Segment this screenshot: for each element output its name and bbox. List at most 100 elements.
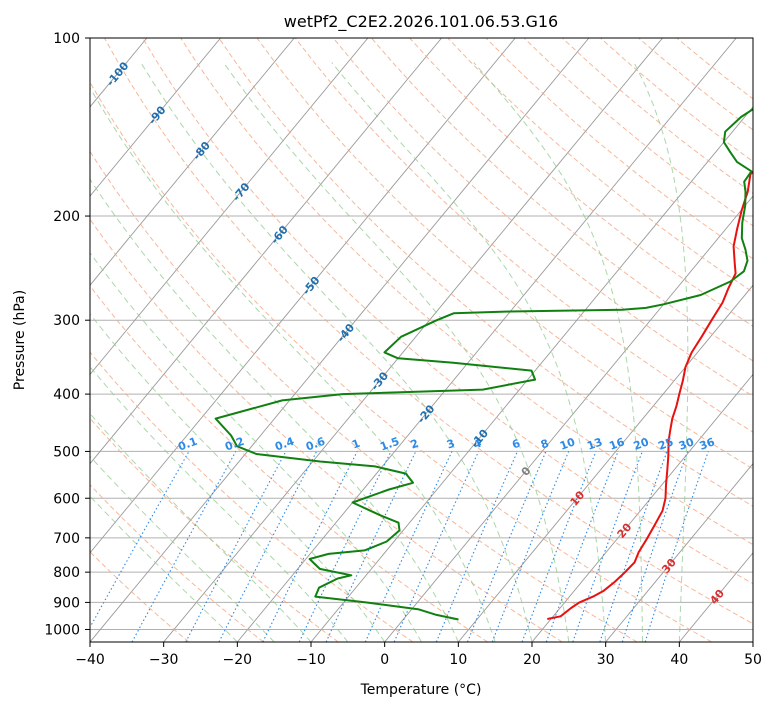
isotherm-line (605, 462, 753, 642)
x-tick-label: −10 (296, 652, 326, 668)
mixing-ratio-label: 16 (608, 435, 627, 453)
x-tick-label: 30 (597, 652, 615, 668)
mixing-ratio-line (621, 451, 689, 642)
x-tick-label: 40 (670, 652, 688, 668)
mixing-ratio-line (262, 451, 358, 642)
dry-adiabat-line (409, 38, 753, 327)
dry-adiabat-line (90, 150, 638, 642)
moist-adiabat-line (140, 62, 533, 642)
mixing-ratio-label: 1 (350, 437, 362, 452)
y-tick-label: 200 (53, 209, 80, 225)
mixing-ratio-label: 6 (510, 437, 522, 452)
y-tick-label: 300 (53, 313, 80, 329)
mixing-ratio-line (90, 451, 190, 629)
y-tick-label: 600 (53, 491, 80, 507)
isotherm-line (90, 38, 516, 554)
y-tick-label: 700 (53, 531, 80, 547)
y-axis-label: Pressure (hPa) (12, 290, 28, 390)
dewpoint-line (214, 107, 753, 621)
dry-adiabat-line (90, 81, 712, 642)
dry-adiabat-line (103, 38, 753, 625)
dry-adiabat-line (90, 484, 264, 642)
dry-adiabat-line (142, 38, 753, 585)
dry-adiabat-line (218, 38, 753, 507)
mixing-ratio-line (466, 451, 547, 642)
moist-adiabat-line (633, 62, 689, 642)
mixing-ratio-label: 10 (558, 435, 577, 453)
x-axis-label: Temperature (°C) (360, 682, 482, 698)
mixing-ratio-line (435, 451, 518, 642)
mixing-ratio-line (521, 451, 597, 642)
x-tick-label: 20 (523, 652, 541, 668)
dry-adiabat-line (90, 218, 563, 642)
mixing-ratio-label: 20 (632, 435, 651, 453)
mixing-ratio-line (131, 451, 237, 642)
isotherm-line (90, 38, 442, 465)
isotherm-line (90, 38, 369, 376)
y-tick-label: 1000 (44, 622, 80, 638)
moist-adiabat-line (90, 365, 349, 642)
mixing-ratio-line (644, 451, 709, 642)
grid-layer (90, 38, 753, 642)
chart-title: wetPf2_C2E2.2026.101.06.53.G16 (284, 12, 558, 32)
x-tick-label: −30 (149, 652, 179, 668)
dry-adiabat-line (90, 351, 414, 642)
x-tick-label: 50 (744, 652, 762, 668)
moist-adiabat-line (331, 62, 607, 642)
mixing-ratio-line (364, 451, 453, 642)
y-tick-label: 100 (53, 31, 80, 47)
isotherm-line (90, 38, 295, 286)
moist-adiabat-line (473, 62, 643, 642)
moist-adiabat-line (223, 62, 570, 642)
dry-adiabat-line (371, 38, 753, 362)
moist-adiabat-line (90, 455, 275, 642)
mixing-ratio-label: 2 (409, 437, 421, 452)
mixing-ratio-line (218, 451, 318, 642)
isotherm-line (163, 38, 663, 642)
isotherm-line (90, 38, 221, 197)
moist-adiabat-line (90, 251, 422, 642)
mixing-ratio-label: 0.4 (273, 435, 296, 454)
mixing-ratio-label: 0.6 (304, 435, 327, 454)
x-tick-label: −40 (75, 652, 105, 668)
x-tick-label: 0 (380, 652, 389, 668)
mixing-ratio-line (572, 451, 643, 642)
moist-adiabat-line (90, 495, 238, 642)
mixing-ratio-label: 0.1 (176, 435, 199, 454)
mixing-ratio-line (491, 451, 570, 642)
mixing-ratio-label: 8 (539, 437, 551, 452)
y-tick-label: 400 (53, 387, 80, 403)
mixing-ratio-label: 3 (445, 437, 457, 452)
isotherm-line (310, 106, 753, 642)
dry-adiabat-line (294, 38, 753, 433)
moist-adiabat-line (90, 412, 312, 642)
mixing-ratio-label: 0.2 (223, 435, 246, 454)
y-tick-label: 900 (53, 595, 80, 611)
isotherm-line (90, 38, 590, 642)
mixing-ratio-label: 1.5 (378, 435, 401, 454)
dry-adiabat-line (256, 38, 753, 470)
mixing-ratio-line (599, 451, 668, 642)
background-lines-layer (90, 38, 753, 642)
mixing-ratio-label: 4 (472, 437, 484, 452)
isotherm-line (236, 38, 737, 642)
isotherm-line (384, 195, 753, 642)
isotherm-line (457, 284, 753, 642)
x-tick-label: −20 (223, 652, 253, 668)
mixing-ratio-label: 25 (656, 435, 675, 452)
mixing-ratio-label: 36 (698, 435, 717, 453)
plot-frame (89, 37, 754, 643)
moist-adiabat-line (90, 178, 459, 642)
series-layer (214, 107, 753, 621)
temperature-line (547, 170, 753, 620)
mixing-ratio-label: 30 (677, 435, 696, 453)
axis-layer: −40 −30 −20 −10 0 10 20 30 40 5010020030040050060… (44, 31, 762, 668)
mixing-ratio-label: 13 (585, 435, 604, 452)
isotherm-line (531, 373, 753, 642)
dry-adiabat-line (180, 38, 753, 546)
mixing-ratio-line (393, 451, 480, 642)
x-tick-label: 10 (449, 652, 467, 668)
dry-adiabat-line (90, 284, 488, 642)
